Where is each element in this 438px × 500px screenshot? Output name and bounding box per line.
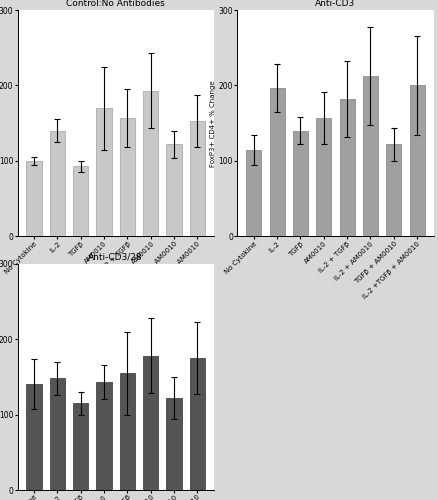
Bar [363, 76, 378, 236]
Bar [73, 403, 88, 490]
Bar [50, 378, 65, 490]
Bar [50, 131, 65, 236]
Title: Anti-CD3: Anti-CD3 [315, 0, 356, 8]
Bar [96, 108, 112, 236]
Bar [190, 358, 205, 490]
Bar [386, 144, 401, 236]
Bar [73, 166, 88, 236]
Bar [293, 131, 308, 236]
Bar [339, 99, 355, 236]
Bar [96, 382, 112, 490]
Bar [143, 91, 158, 236]
Bar [316, 118, 332, 236]
Y-axis label: FoxP3+ CD4+ % Change: FoxP3+ CD4+ % Change [210, 80, 216, 166]
Bar [120, 118, 135, 236]
Title: Control:No Antibodies: Control:No Antibodies [66, 0, 165, 8]
Bar [410, 86, 425, 236]
Bar [190, 121, 205, 236]
Bar [270, 88, 285, 236]
Bar [26, 384, 42, 490]
Bar [166, 144, 181, 236]
Title: Anti-CD3/28: Anti-CD3/28 [88, 252, 143, 262]
Bar [246, 150, 261, 236]
Bar [166, 398, 181, 490]
Bar [26, 161, 42, 236]
Bar [120, 373, 135, 490]
Bar [143, 356, 158, 490]
